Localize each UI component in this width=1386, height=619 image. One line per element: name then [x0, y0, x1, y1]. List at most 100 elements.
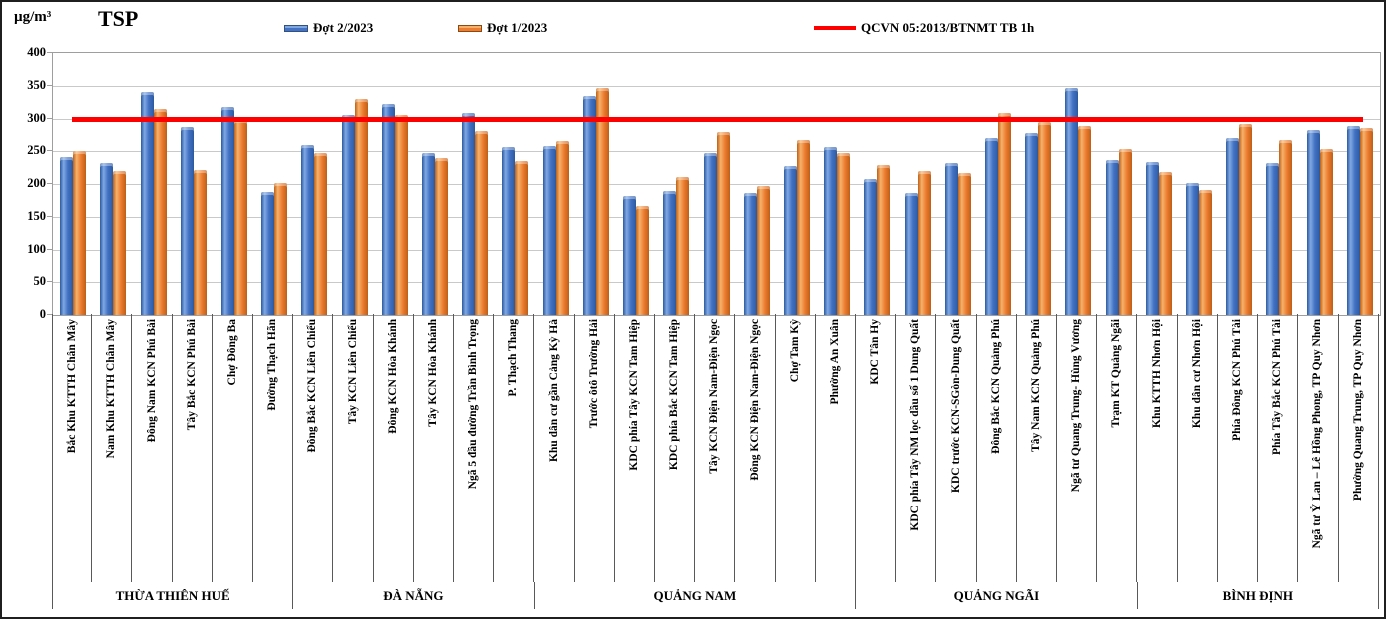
- category-cell-2: Đông Nam KCN Phú Bài: [132, 314, 173, 582]
- bar-dot1-25: [1078, 126, 1092, 315]
- category-cell-9: Tây KCN Hòa Khánh: [414, 314, 455, 582]
- category-cell-25: Ngã tư Quang Trung- Hùng Vương: [1057, 314, 1098, 582]
- category-label: Phía Tây Bắc KCN Phú Tài: [1271, 319, 1284, 456]
- category-label: Trước ôtô Trường Hải: [587, 319, 600, 429]
- legend-label: QCVN 05:2013/BTNMT TB 1h: [861, 20, 1035, 35]
- category-label: Đông KCN Điện Nam-Điện Ngọc: [748, 319, 761, 481]
- bar-dot2-20: [864, 179, 878, 315]
- category-label: Khu KTTH Nhơn Hội: [1150, 319, 1163, 428]
- category-cell-16: Tây KCN Điện Nam-Điện Ngọc: [695, 314, 736, 582]
- bar-dot2-27: [1145, 161, 1159, 315]
- category-label: Ngã tư Quang Trung- Hùng Vương: [1070, 319, 1083, 493]
- bar-dot2-23: [984, 137, 998, 315]
- y-tick-mark: [47, 84, 52, 86]
- category-label: Đông Bắc KCN Quảng Phú: [989, 319, 1002, 454]
- bar-dot2-29: [1226, 137, 1240, 315]
- bar-dot2-19: [824, 146, 838, 315]
- bar-dot1-11: [515, 161, 529, 315]
- bar-dot1-15: [676, 176, 690, 315]
- bar-dot1-27: [1158, 172, 1172, 315]
- y-tick-label-400: 400: [27, 45, 46, 59]
- bar-dot1-22: [957, 172, 971, 315]
- bar-dot1-3: [193, 170, 207, 315]
- y-axis-unit-label: µg/m³: [14, 9, 52, 25]
- category-cell-31: Ngã tư Ỷ Lan – Lê Hồng Phong, TP Quy Nhơ…: [1298, 314, 1339, 582]
- category-label: Ngã tư Ỷ Lan – Lê Hồng Phong, TP Quy Nhơ…: [1311, 319, 1324, 549]
- bar-dot1-9: [435, 157, 448, 315]
- bar-dot2-15: [663, 190, 677, 315]
- legend-label: Đợt 1/2023: [487, 20, 548, 35]
- category-label: KDC trước KCN-SGòn-Dung Quất: [949, 319, 962, 493]
- category-cell-28: Khu dân cư Nhơn Hội: [1178, 314, 1218, 582]
- bar-dot2-26: [1105, 160, 1119, 315]
- bar-dot2-14: [623, 196, 637, 315]
- bar-dot2-10: [462, 113, 476, 315]
- bar-dot1-20: [877, 165, 891, 315]
- bar-dot2-0: [60, 157, 74, 315]
- bar-dot1-31: [1319, 148, 1333, 315]
- bar-dot1-4: [233, 119, 247, 315]
- bar-dot1-26: [1118, 149, 1132, 315]
- category-cell-15: KDC phía Bắc KCN Tam Hiệp: [655, 314, 696, 582]
- y-tick-label-250: 250: [27, 143, 46, 158]
- category-label: Nam Khu KTTH Chân Mây: [105, 319, 118, 459]
- bar-dot2-24: [1025, 132, 1039, 315]
- y-tick-mark: [47, 183, 52, 184]
- category-cell-1: Nam Khu KTTH Chân Mây: [92, 314, 133, 582]
- category-label: Phía Đông KCN Phú Tài: [1230, 319, 1243, 441]
- legend-item-dot1-2023: Đợt 1/2023: [458, 18, 547, 38]
- x-axis-province-groups: THỪA THIÊN HUẾ ĐÀ NẴNG QUẢNG NAM QUẢNG NGÃI…: [52, 582, 1379, 609]
- bar-dot2-1: [100, 163, 114, 315]
- category-cell-12: Khu dân cư gần Cảng Kỳ Hà: [534, 314, 575, 582]
- category-label: KDC phía Tây NM lọc dầu số 1 Dung Quất: [909, 319, 922, 531]
- category-cell-23: Đông Bắc KCN Quảng Phú: [977, 314, 1017, 582]
- province-group-4: BÌNH ĐỊNH: [1138, 582, 1379, 609]
- category-label: KDC Tân Hy: [869, 319, 882, 385]
- y-tick-label-50: 50: [33, 274, 47, 289]
- category-cell-20: KDC Tân Hy: [856, 314, 897, 582]
- category-label: Ngã 5 đầu đường Trần Bình Trọng: [467, 319, 480, 490]
- y-tick-mark: [47, 248, 52, 250]
- y-tick-label-200: 200: [27, 176, 46, 190]
- bar-dot2-8: [381, 104, 395, 315]
- category-label: KDC phía Bắc KCN Tam Hiệp: [668, 319, 681, 471]
- bar-dot2-16: [703, 152, 717, 315]
- bar-dot1-18: [796, 140, 810, 315]
- x-axis-category-labels: Bắc Khu KTTH Chân Mây Nam Khu KTTH Chân M…: [52, 314, 1379, 582]
- category-label: Đông Bắc KCN Liên Chiểu: [306, 319, 319, 453]
- bar-dot2-21: [904, 193, 918, 315]
- chart-title: TSP: [98, 6, 139, 31]
- bar-dot1-17: [756, 185, 770, 315]
- category-cell-3: Tây Bắc KCN Phú Bài: [173, 314, 213, 582]
- province-group-0: THỪA THIÊN HUẾ: [52, 582, 294, 609]
- category-cell-14: KDC phía Tây KCN Tam Hiệp: [615, 314, 656, 582]
- category-cell-22: KDC trước KCN-SGòn-Dung Quất: [936, 314, 977, 582]
- bar-dot2-9: [422, 152, 435, 315]
- y-tick-label-300: 300: [27, 110, 46, 125]
- legend-item-qcvn-limit: QCVN 05:2013/BTNMT TB 1h: [814, 18, 1034, 38]
- category-label: Tây KCN Hòa Khánh: [426, 319, 439, 427]
- category-cell-24: Tây Nam KCN Quảng Phú: [1017, 314, 1058, 582]
- bar-dot1-24: [1038, 122, 1052, 315]
- category-label: Tây Nam KCN Quảng Phú: [1029, 319, 1042, 452]
- category-label: Chợ Đông Ba: [225, 319, 238, 386]
- bar-dot2-22: [944, 163, 958, 315]
- bar-dot1-5: [274, 182, 288, 315]
- legend-item-dot2-2023: Đợt 2/2023: [284, 18, 373, 38]
- bar-dot1-23: [997, 113, 1011, 315]
- category-cell-19: Phường An Xuân: [816, 314, 857, 582]
- bar-dot2-30: [1266, 163, 1280, 315]
- category-cell-11: P. Thạch Thang: [494, 314, 535, 582]
- bar-dot1-1: [113, 170, 127, 315]
- bar-dot1-28: [1199, 189, 1213, 315]
- category-cell-10: Ngã 5 đầu đường Trần Bình Trọng: [454, 314, 495, 582]
- category-cell-18: Chợ Tam Kỳ: [776, 314, 816, 582]
- legend-swatch-orange-bar-icon: [458, 24, 482, 32]
- category-label: Trạm KT Quảng Ngãi: [1110, 319, 1123, 428]
- bar-dot2-28: [1186, 182, 1200, 315]
- bar-dot2-13: [582, 95, 596, 315]
- bar-dot1-8: [394, 115, 408, 315]
- bar-dot1-6: [314, 153, 328, 315]
- category-cell-30: Phía Tây Bắc KCN Phú Tài: [1258, 314, 1299, 582]
